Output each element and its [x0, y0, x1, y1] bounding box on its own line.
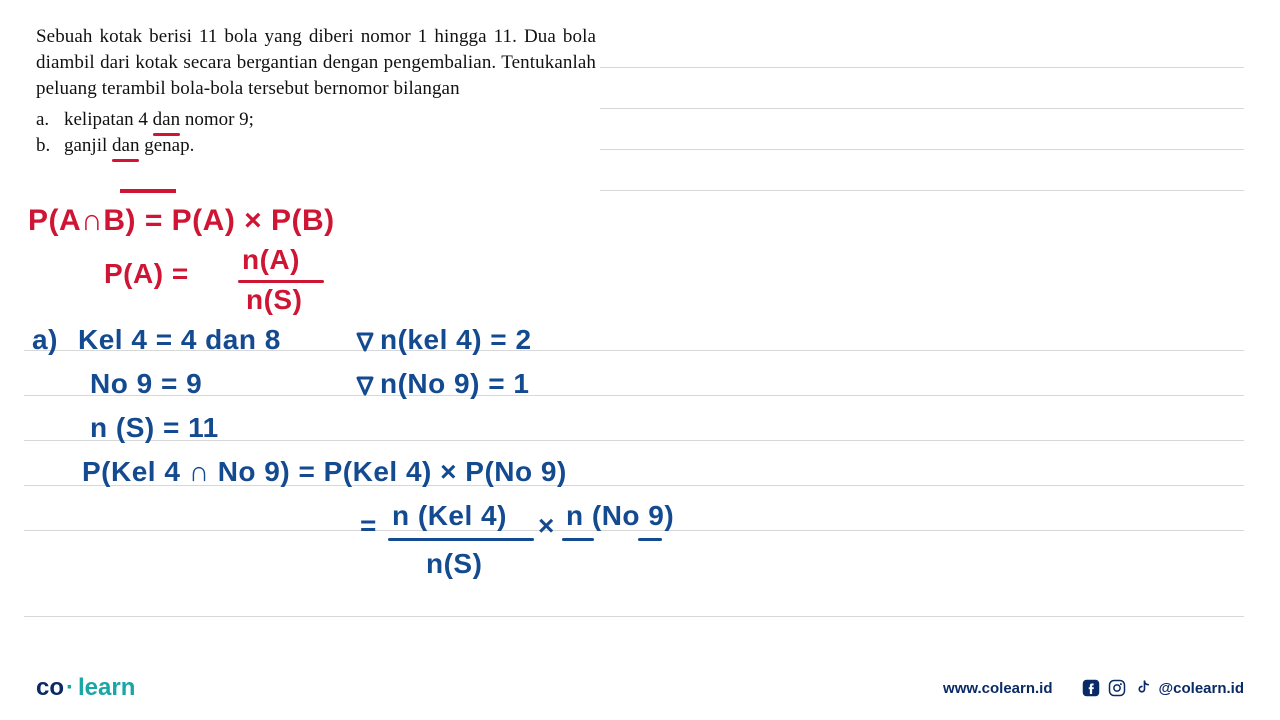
option-b-label: b. — [36, 133, 64, 159]
logo-co: co — [36, 674, 64, 702]
ruled-line — [24, 616, 1244, 617]
question-block: Sebuah kotak berisi 11 bola yang diberi … — [36, 24, 596, 159]
triangle-icon — [356, 332, 374, 352]
hand-a2-right: n(No 9) = 1 — [380, 368, 529, 400]
hand-a5-num2-underline-2 — [638, 538, 662, 541]
footer-url[interactable]: www.colearn.id — [943, 680, 1052, 697]
socials: @colearn.id — [1081, 678, 1244, 698]
option-a: a. kelipatan 4 dan nomor 9; — [36, 107, 596, 133]
footer-handle[interactable]: @colearn.id — [1159, 680, 1244, 697]
logo: co · learn — [36, 674, 135, 702]
hand-red-frac-bar — [238, 280, 324, 283]
hand-red-eq2-den: n(S) — [246, 284, 302, 316]
hand-a5-num1: n (Kel 4) — [392, 500, 507, 532]
facebook-icon[interactable] — [1081, 678, 1101, 698]
footer: co · learn www.colearn.id @colearn.id — [0, 670, 1280, 706]
option-a-underlined: dan — [153, 107, 180, 133]
hand-red-eq2-num: n(A) — [242, 244, 300, 276]
instagram-icon[interactable] — [1107, 678, 1127, 698]
options: a. kelipatan 4 dan nomor 9; b. ganjil da… — [36, 107, 596, 159]
hand-red-eq1: P(A∩B) = P(A) × P(B) — [28, 204, 335, 238]
hand-a5-num2-underline — [562, 538, 594, 541]
ruled-line — [600, 190, 1244, 191]
hand-a4: P(Kel 4 ∩ No 9) = P(Kel 4) × P(No 9) — [82, 456, 567, 488]
question-text: Sebuah kotak berisi 11 bola yang diberi … — [36, 24, 596, 103]
option-b-underlined: dan — [112, 133, 139, 159]
hand-a2: No 9 = 9 — [90, 368, 202, 400]
footer-right: www.colearn.id @colearn.id — [943, 678, 1244, 698]
ruled-line — [600, 149, 1244, 150]
hand-a5-times: × — [538, 510, 555, 542]
logo-dot-icon: · — [66, 674, 74, 702]
hand-a5-frac-bar-1 — [388, 538, 534, 541]
option-b: b. ganjil dan genap. — [36, 133, 596, 159]
genap-underline-icon — [120, 188, 176, 194]
hand-red-eq2-left: P(A) = — [104, 258, 189, 290]
ruled-line — [600, 108, 1244, 109]
page: Sebuah kotak berisi 11 bola yang diberi … — [0, 0, 1280, 720]
hand-a5-eq: = — [360, 510, 377, 542]
hand-a1: Kel 4 = 4 dan 8 — [78, 324, 281, 356]
ruled-line — [600, 67, 1244, 68]
tiktok-icon[interactable] — [1133, 678, 1153, 698]
option-b-text: ganjil dan genap. — [64, 133, 194, 159]
option-a-label: a. — [36, 107, 64, 133]
hand-a1-right: n(kel 4) = 2 — [380, 324, 532, 356]
hand-a-prefix: a) — [32, 324, 58, 356]
triangle-icon-2 — [356, 376, 374, 396]
logo-learn: learn — [78, 674, 135, 702]
hand-a5-num2: n (No 9) — [566, 500, 674, 532]
hand-a3: n (S) = 11 — [90, 412, 219, 444]
hand-a5-den: n(S) — [426, 548, 482, 580]
option-a-text: kelipatan 4 dan nomor 9; — [64, 107, 254, 133]
ruled-line — [24, 395, 1244, 396]
